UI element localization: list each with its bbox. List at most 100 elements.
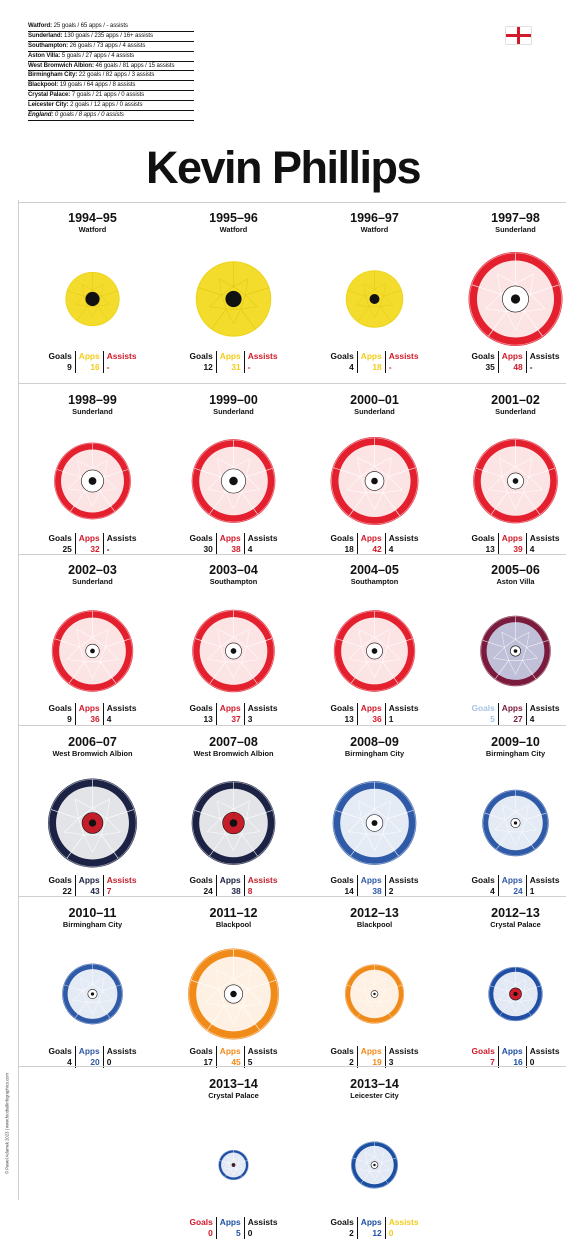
season-year: 1994–95: [68, 211, 117, 225]
apps-value: 45: [231, 1057, 241, 1067]
assists-stat: Assists 5: [245, 1046, 278, 1068]
assists-label: Assists: [388, 875, 419, 885]
goals-stat: Goals 30: [189, 533, 217, 555]
goals-label: Goals: [471, 351, 495, 361]
assists-stat: Assists 0: [245, 1217, 278, 1239]
summary-stats: 46 goals / 81 apps / 15 assists: [93, 61, 175, 69]
assists-stat: Assists -: [245, 351, 278, 373]
season-stats: Goals 18 Apps 42 Assists 4: [304, 533, 445, 555]
goals-value: 13: [203, 714, 213, 724]
season-ball-graphic: [62, 963, 123, 1025]
apps-label: Apps: [219, 533, 241, 543]
season-card: 2001–02 Sunderland Goals 13 Apps 39 Assists 4: [445, 393, 566, 558]
assists-stat: Assists 4: [527, 533, 560, 555]
season-card: 2006–07 West Bromwich Albion Goals 22 Apps 43…: [22, 735, 163, 900]
season-stats: Goals 35 Apps 48 Assists -: [445, 351, 566, 373]
season-ball: [192, 609, 275, 693]
assists-stat: Assists 4: [527, 703, 560, 725]
season-stats: Goals 4 Apps 24 Assists 1: [445, 875, 566, 897]
goals-label: Goals: [330, 703, 354, 713]
season-year: 2008–09: [350, 735, 399, 749]
goals-stat: Goals 35: [471, 351, 499, 373]
assists-label: Assists: [388, 1217, 419, 1227]
england-flag-icon: [506, 27, 531, 44]
season-club: Sunderland: [213, 407, 254, 416]
assists-label: Assists: [529, 1046, 560, 1056]
season-year: 2011–12: [209, 906, 258, 920]
apps-stat: Apps 38: [217, 875, 245, 897]
assists-stat: Assists 4: [386, 533, 419, 555]
goals-stat: Goals 4: [330, 351, 358, 373]
season-ball-graphic: [488, 966, 543, 1022]
season-ball: [345, 270, 404, 328]
season-ball: [488, 966, 543, 1022]
goals-stat: Goals 2: [330, 1217, 358, 1239]
row-divider: [18, 202, 566, 203]
assists-value: 4: [247, 544, 253, 554]
assists-label: Assists: [388, 1046, 419, 1056]
assists-stat: Assists -: [527, 351, 560, 373]
season-club: Birmingham City: [344, 749, 405, 758]
apps-stat: Apps 20: [76, 1046, 104, 1068]
apps-label: Apps: [219, 703, 241, 713]
goals-stat: Goals 2: [330, 1046, 358, 1068]
goals-label: Goals: [48, 351, 72, 361]
row-divider: [18, 383, 566, 384]
season-ball: [330, 437, 419, 525]
assists-stat: Assists 0: [386, 1217, 419, 1239]
season-stats: Goals 2 Apps 12 Assists 0: [304, 1217, 445, 1239]
apps-stat: Apps 24: [499, 875, 527, 897]
season-year: 2010–11: [68, 906, 117, 920]
season-card: 2011–12 Blackpool Goals 17 Apps 45 Assists 5: [163, 906, 304, 1071]
season-club: West Bromwich Albion: [193, 749, 274, 758]
summary-club: Leicester City:: [28, 101, 69, 109]
goals-value: 0: [208, 1228, 213, 1238]
goals-value: 14: [344, 886, 354, 896]
season-ball: [187, 948, 280, 1040]
season-ball: [48, 778, 137, 868]
season-stats: Goals 24 Apps 38 Assists 8: [163, 875, 304, 897]
apps-value: 37: [231, 714, 241, 724]
season-ball-graphic: [51, 610, 134, 692]
season-ball: [482, 789, 549, 857]
season-card: 2013–14 Leicester City Goals 2 Apps 12 Assists…: [304, 1077, 445, 1242]
assists-label: Assists: [247, 533, 278, 543]
goals-label: Goals: [189, 1217, 213, 1227]
summary-row: Watford: 25 goals / 65 apps / - assists: [28, 22, 194, 32]
assists-label: Assists: [247, 1217, 278, 1227]
assists-label: Assists: [106, 533, 137, 543]
season-year: 2012–13: [350, 906, 399, 920]
season-ball-graphic: [65, 271, 120, 327]
apps-value: 48: [513, 362, 523, 372]
season-year: 2002–03: [68, 563, 117, 577]
season-year: 2007–08: [209, 735, 258, 749]
goals-value: 24: [203, 886, 213, 896]
row-divider: [18, 1066, 566, 1067]
goals-value: 13: [344, 714, 354, 724]
season-club: Southampton: [350, 577, 399, 586]
apps-stat: Apps 32: [76, 533, 104, 555]
assists-label: Assists: [529, 351, 560, 361]
apps-value: 38: [231, 544, 241, 554]
assists-value: 0: [106, 1057, 112, 1067]
season-stats: Goals 12 Apps 31 Assists -: [163, 351, 304, 373]
season-year: 1995–96: [209, 211, 258, 225]
apps-label: Apps: [219, 875, 241, 885]
season-club: Sunderland: [72, 577, 113, 586]
goals-label: Goals: [330, 1046, 354, 1056]
row-divider: [18, 725, 566, 726]
apps-value: 43: [90, 886, 100, 896]
season-club: Crystal Palace: [208, 1091, 259, 1100]
goals-stat: Goals 13: [471, 533, 499, 555]
season-ball-graphic: [473, 438, 558, 524]
assists-stat: Assists 0: [104, 1046, 137, 1068]
season-year: 2001–02: [491, 393, 540, 407]
summary-stats: 19 goals / 64 apps / 8 assists: [58, 81, 136, 89]
goals-label: Goals: [189, 351, 213, 361]
season-card: 1997–98 Sunderland Goals 35 Apps 48 Assists -: [445, 211, 566, 376]
assists-stat: Assists -: [104, 533, 137, 555]
summary-club: Blackpool:: [28, 81, 59, 89]
season-club: Watford: [360, 225, 389, 234]
season-stats: Goals 5 Apps 27 Assists 4: [445, 703, 566, 725]
season-ball: [54, 442, 131, 520]
